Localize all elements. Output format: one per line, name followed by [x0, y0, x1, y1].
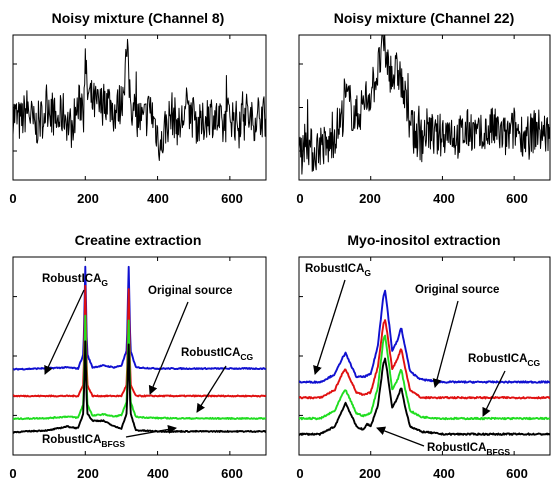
chart-3-title: Creatine extraction — [75, 232, 202, 248]
chart-4-series-original-source — [299, 319, 550, 400]
chart-3-series-robustica-cg — [13, 314, 266, 421]
chart-1-tick-200: 200 — [77, 191, 99, 206]
chart-4-ann-g: RobustICAG — [305, 263, 371, 278]
chart-4-series-robustica-bfgs — [299, 357, 550, 436]
chart-3-annotations: RobustICAG Original source RobustICACG R… — [42, 273, 254, 449]
chart-4-ticks: 0 200 400 600 — [296, 466, 527, 481]
chart-panel-4: Myo-inositol extraction 0 200 400 600 Ro… — [296, 232, 551, 481]
chart-4-tick-0: 0 — [296, 466, 303, 481]
chart-3-ann-cg: RobustICACG — [181, 347, 254, 362]
chart-4-series-robustica-cg — [299, 334, 550, 421]
chart-3-tick-0: 0 — [9, 466, 16, 481]
chart-2-frame — [298, 34, 551, 181]
chart-4-arrow-orig — [432, 300, 459, 388]
chart-4-arrow-g — [313, 279, 346, 375]
chart-3-ann-orig: Original source — [148, 285, 232, 297]
chart-4-ann-cg: RobustICACG — [468, 353, 541, 368]
chart-4-series-robustica-g — [299, 289, 550, 384]
chart-4-annotations: RobustICAG Original source RobustICACG R… — [305, 263, 541, 457]
chart-panel-2: Noisy mixture (Channel 22) 0 200 400 600 — [296, 10, 551, 206]
chart-2-tick-200: 200 — [359, 191, 381, 206]
chart-3-series-original-source — [13, 284, 266, 398]
chart-3-arrow-bfgs — [125, 424, 177, 438]
chart-4-tick-600: 600 — [506, 466, 528, 481]
chart-2-tick-0: 0 — [296, 191, 303, 206]
chart-3-ann-bfgs: RobustICABFGS — [42, 434, 125, 449]
chart-1-tick-600: 600 — [221, 191, 243, 206]
chart-panel-3: Creatine extraction 0 200 400 600 Robust… — [9, 232, 267, 481]
chart-1-title: Noisy mixture (Channel 8) — [52, 10, 225, 26]
chart-4-ann-orig: Original source — [415, 284, 499, 296]
chart-3-series-robustica-bfgs — [13, 340, 266, 434]
chart-4-tick-400: 400 — [433, 466, 455, 481]
chart-4-plot-area — [298, 256, 551, 456]
chart-1-ticks: 0 200 400 600 — [9, 191, 242, 206]
chart-2-ticks: 0 200 400 600 — [296, 191, 527, 206]
chart-1-tick-0: 0 — [9, 191, 16, 206]
chart-3-tick-400: 400 — [147, 466, 169, 481]
chart-4-ann-bfgs: RobustICABFGS — [427, 442, 510, 457]
chart-panel-1: Noisy mixture (Channel 8) 0 200 400 600 — [9, 10, 267, 206]
chart-4-arrow-cg — [482, 370, 506, 417]
chart-2-tick-400: 400 — [433, 191, 455, 206]
chart-2-series-trace — [299, 35, 550, 175]
chart-3-tick-200: 200 — [77, 466, 99, 481]
chart-4-title: Myo-inositol extraction — [347, 232, 500, 248]
chart-2-plot-area — [298, 34, 551, 181]
chart-3-ann-g: RobustICAG — [42, 273, 108, 288]
chart-1-plot-area — [12, 34, 267, 181]
chart-2-tick-600: 600 — [506, 191, 528, 206]
chart-2-title: Noisy mixture (Channel 22) — [334, 10, 515, 26]
chart-1-tick-400: 400 — [147, 191, 169, 206]
chart-4-tick-200: 200 — [359, 466, 381, 481]
chart-3-arrow-g — [44, 289, 85, 375]
chart-3-tick-600: 600 — [221, 466, 243, 481]
chart-4-arrow-bfgs — [376, 426, 425, 447]
chart-3-arrow-orig — [148, 301, 189, 395]
chart-1-series-trace — [13, 38, 266, 161]
chart-3-arrow-cg — [196, 365, 227, 413]
chart-3-ticks: 0 200 400 600 — [9, 466, 242, 481]
